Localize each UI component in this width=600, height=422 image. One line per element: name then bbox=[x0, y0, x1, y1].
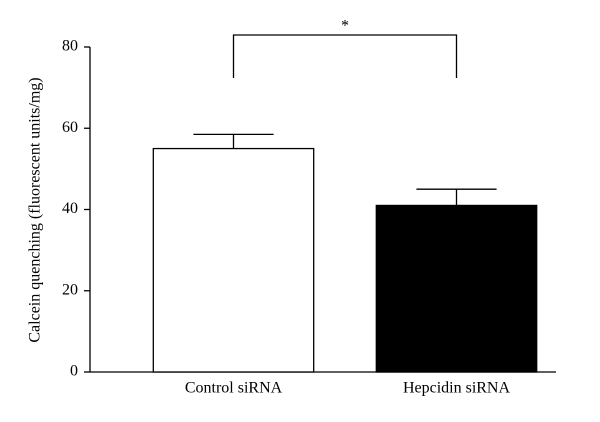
y-tick-label: 40 bbox=[62, 200, 78, 217]
y-tick-label: 0 bbox=[70, 363, 78, 380]
x-tick-label: Hepcidin siRNA bbox=[403, 380, 511, 397]
bar bbox=[152, 147, 315, 373]
y-axis-label: Calcein quenching (fluorescent units/mg) bbox=[27, 77, 44, 342]
significance-bracket bbox=[232, 34, 458, 78]
bar bbox=[375, 204, 538, 373]
x-tick-label: Control siRNA bbox=[185, 380, 283, 397]
y-tick-label: 60 bbox=[62, 119, 78, 136]
y-tick-label: 20 bbox=[62, 281, 78, 298]
significance-label: * bbox=[341, 18, 349, 35]
y-tick-label: 80 bbox=[62, 38, 78, 55]
